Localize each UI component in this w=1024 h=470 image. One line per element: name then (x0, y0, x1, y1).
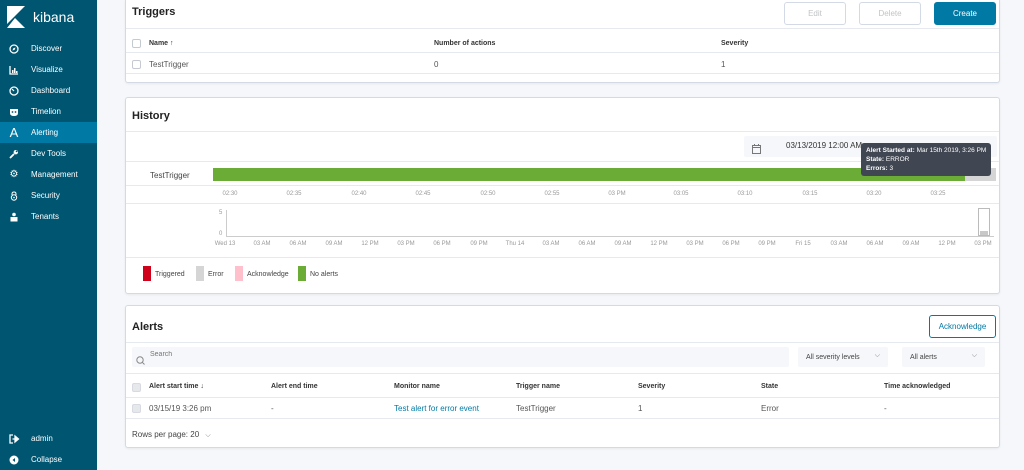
wrench-icon (8, 148, 20, 160)
sidebar-item-tenants[interactable]: Tenants (0, 206, 97, 227)
sidebar-item-management[interactable]: ⚙ Management (0, 164, 97, 185)
create-button[interactable]: Create (934, 2, 996, 25)
kibana-logo-icon (7, 6, 25, 28)
timeline-bar-no-alerts[interactable] (213, 168, 965, 181)
lock-icon (8, 190, 20, 202)
collapse-icon (8, 454, 20, 466)
column-header-actions[interactable]: Number of actions (434, 40, 496, 47)
legend-swatch-no-alerts (298, 266, 306, 281)
column-header-end-time[interactable]: Alert end time (271, 383, 318, 390)
sidebar-item-dev-tools[interactable]: Dev Tools (0, 143, 97, 164)
chevron-down-icon: ⌵ (205, 432, 211, 439)
alert-time-acknowledged: - (884, 404, 887, 413)
sidebar: kibana Discover Visualize Dashboard Time… (0, 0, 97, 470)
row-checkbox[interactable] (132, 404, 141, 413)
column-header-monitor-name[interactable]: Monitor name (394, 383, 440, 390)
trigger-severity: 1 (721, 60, 726, 69)
sidebar-item-label: Discover (31, 44, 63, 53)
column-header-start-time[interactable]: Alert start time ↓ (149, 383, 204, 390)
sidebar-item-alerting[interactable]: A Alerting (0, 122, 97, 143)
sidebar-item-label: Tenants (31, 212, 60, 221)
column-header-state[interactable]: State (761, 383, 779, 390)
severity-filter-select[interactable]: All severity levels ⌵ (798, 347, 888, 367)
gauge-icon (8, 85, 20, 97)
column-header-time-acknowledged[interactable]: Time acknowledged (884, 383, 951, 390)
legend-swatch-error (196, 266, 204, 281)
alert-start-time: 03/15/19 3:26 pm (149, 404, 212, 413)
history-title: History (132, 110, 170, 122)
sidebar-item-discover[interactable]: Discover (0, 38, 97, 59)
overview-brush[interactable] (978, 208, 990, 236)
main-content: Triggers Edit Delete Create Name ↑ Numbe… (97, 0, 1024, 470)
triggers-title: Triggers (132, 6, 176, 18)
legend-swatch-acknowledge (235, 266, 243, 281)
timelion-icon (8, 106, 20, 118)
sidebar-item-label: Collapse (31, 455, 63, 464)
search-input[interactable] (150, 351, 750, 358)
legend-label-error: Error (208, 271, 224, 278)
column-header-trigger-name[interactable]: Trigger name (516, 383, 560, 390)
logo-text: kibana (33, 9, 75, 25)
alerts-title: Alerts (132, 321, 164, 333)
chevron-down-icon: ⌵ (874, 352, 880, 359)
sidebar-item-security[interactable]: Security (0, 185, 97, 206)
logout-icon (8, 433, 20, 445)
edit-button[interactable]: Edit (784, 2, 846, 25)
sidebar-item-label: Management (31, 170, 78, 179)
state-filter-select[interactable]: All alerts ⌵ (902, 347, 985, 367)
acknowledge-button[interactable]: Acknowledge (929, 315, 996, 338)
trigger-actions: 0 (434, 60, 439, 69)
sidebar-item-collapse[interactable]: Collapse (0, 449, 97, 470)
monitor-name-link[interactable]: Test alert for error event (394, 404, 479, 413)
column-header-severity[interactable]: Severity (721, 40, 749, 47)
legend-label-no-alerts: No alerts (310, 271, 339, 278)
user-icon (8, 211, 20, 223)
sidebar-item-label: Visualize (31, 65, 63, 74)
alert-severity: 1 (638, 404, 643, 413)
chevron-down-icon: ⌵ (971, 352, 977, 359)
sidebar-item-dashboard[interactable]: Dashboard (0, 80, 97, 101)
overview-error-bar (980, 231, 988, 235)
legend-label-triggered: Triggered (155, 271, 185, 278)
column-header-name[interactable]: Name ↑ (149, 40, 174, 47)
legend-label-acknowledge: Acknowledge (247, 271, 289, 278)
alert-end-time: - (271, 404, 274, 413)
triggers-panel: Triggers Edit Delete Create Name ↑ Numbe… (125, 0, 1000, 83)
delete-button[interactable]: Delete (859, 2, 921, 25)
select-all-alerts-checkbox[interactable] (132, 383, 141, 392)
column-header-severity[interactable]: Severity (638, 383, 666, 390)
timeline-trigger-label: TestTrigger (150, 171, 190, 180)
trigger-name: TestTrigger (149, 60, 189, 69)
date-range-start[interactable]: 03/13/2019 12:00 AM (786, 141, 863, 150)
legend-swatch-triggered (143, 266, 151, 281)
rows-per-page-select[interactable]: Rows per page: 20 ⌵ (132, 430, 211, 439)
sidebar-item-visualize[interactable]: Visualize (0, 59, 97, 80)
sidebar-item-timelion[interactable]: Timelion (0, 101, 97, 122)
alert-state: Error (761, 404, 779, 413)
sidebar-item-label: admin (31, 434, 53, 443)
history-panel: History 03/13/2019 12:00 AM TestTrigger … (125, 97, 1000, 294)
alerting-icon: A (9, 125, 19, 140)
sidebar-item-label: Dev Tools (31, 149, 66, 158)
sidebar-item-label: Alerting (31, 128, 59, 137)
compass-icon (8, 43, 20, 55)
alert-tooltip: Alert Started at: Mar 15th 2019, 3:26 PM… (861, 143, 992, 176)
calendar-icon (752, 141, 761, 159)
sidebar-item-label: Security (31, 191, 60, 200)
alert-trigger-name: TestTrigger (516, 404, 556, 413)
row-checkbox[interactable] (132, 60, 141, 69)
sidebar-item-label: Timelion (31, 107, 61, 116)
bar-chart-icon (8, 64, 20, 76)
search-field[interactable] (132, 347, 789, 367)
sidebar-item-label: Dashboard (31, 86, 71, 95)
kibana-logo[interactable]: kibana (0, 0, 97, 34)
gear-icon: ⚙ (9, 169, 19, 180)
alerts-panel: Alerts Acknowledge All severity levels ⌵… (125, 305, 1000, 448)
select-all-triggers-checkbox[interactable] (132, 39, 141, 48)
sidebar-item-admin[interactable]: admin (0, 428, 97, 449)
search-icon (136, 352, 145, 370)
